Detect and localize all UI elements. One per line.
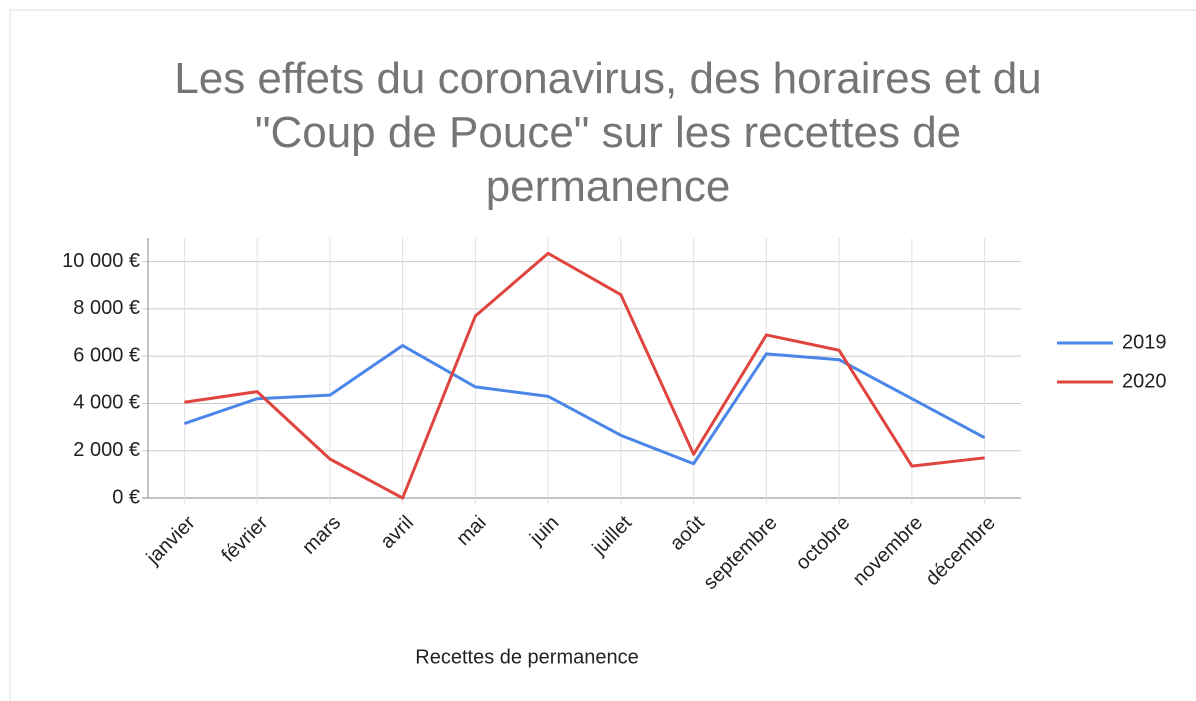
x-tick-label: mars (298, 512, 345, 559)
y-tick-label: 2 000 € (73, 439, 140, 461)
x-tick-label: janvier (142, 511, 200, 569)
x-tick-label: septembre (699, 512, 781, 594)
x-tick-label: février (218, 511, 273, 566)
legend-label: 2020 (1122, 370, 1167, 392)
y-tick-label: 4 000 € (73, 392, 140, 414)
x-tick-label: novembre (849, 512, 927, 590)
line-series (183, 344, 986, 466)
y-tick-label: 6 000 € (73, 344, 140, 366)
y-tick-label: 0 € (112, 486, 140, 508)
y-tick-label: 8 000 € (73, 297, 140, 319)
x-tick-label: juillet (588, 511, 637, 560)
y-tick-label: 10 000 € (62, 250, 140, 272)
line-series (184, 251, 985, 500)
x-tick-label: mai (452, 512, 490, 550)
legend-label: 2019 (1122, 331, 1167, 353)
chart-title: Les effets du coronavirus, des horaires … (174, 54, 1042, 211)
x-axis-title: Recettes de permanence (415, 646, 638, 668)
x-tick-label: décembre (921, 512, 999, 590)
x-tick-label: octobre (792, 512, 855, 575)
x-tick-label: avril (376, 512, 417, 553)
x-tick-label: août (666, 511, 709, 554)
x-tick-label: juin (525, 512, 563, 550)
